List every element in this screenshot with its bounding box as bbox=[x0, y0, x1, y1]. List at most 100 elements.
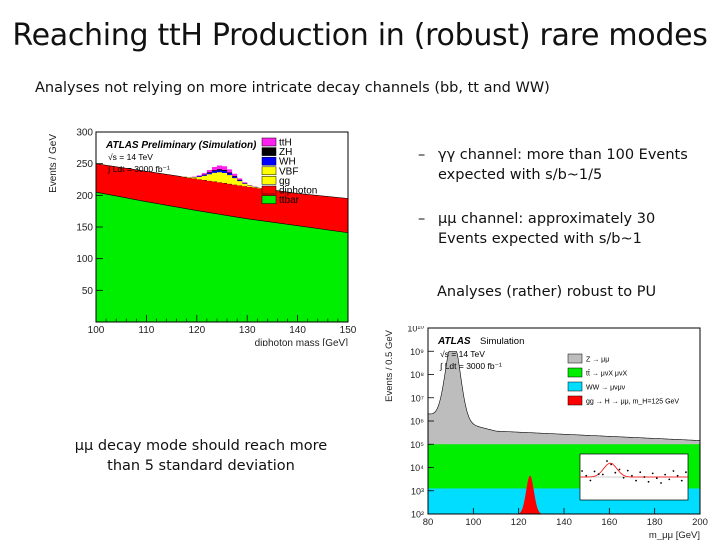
legend-entry: VBF bbox=[279, 166, 298, 177]
inset-data-point bbox=[655, 477, 658, 480]
inset-data-point bbox=[626, 469, 629, 472]
legend-swatch bbox=[567, 353, 583, 364]
x-tick-label: 140 bbox=[556, 517, 572, 528]
inset-data-point bbox=[601, 473, 604, 476]
legend-entry: tt̄ → μνX μνX bbox=[586, 370, 627, 378]
legend-swatch bbox=[567, 381, 583, 392]
y-tick-label: 10⁴ bbox=[410, 463, 424, 473]
mumu-bullet-line1: μμ channel: approximately 30 bbox=[438, 211, 656, 227]
y-tick-label: 10⁹ bbox=[410, 347, 424, 357]
dimuon-mass-chart: 80 100 120 140 160 180 200 10² 10³ 10⁴ 10⁵ 10⁶ 10⁷ 10… bbox=[384, 326, 708, 540]
legend-swatch bbox=[261, 176, 277, 185]
y-tick-label: 50 bbox=[82, 286, 94, 297]
y-axis-label: Events / GeV bbox=[48, 134, 59, 193]
mu-mu-bullet: – μμ channel: approximately 30 Events exp… bbox=[418, 209, 718, 249]
y-tick-label: 150 bbox=[76, 223, 93, 234]
mumu-bullet-line2: Events expected with s/b~1 bbox=[438, 231, 642, 247]
x-tick-label: 120 bbox=[511, 517, 527, 528]
x-tick-label: 160 bbox=[601, 517, 617, 528]
lumi-label: ∫ Ldt = 3000 fb⁻¹ bbox=[107, 164, 170, 174]
y-tick-label: 10⁷ bbox=[411, 393, 424, 403]
x-axis-label: diphoton mass [GeV] bbox=[255, 338, 349, 346]
x-tick-label: 100 bbox=[88, 325, 105, 336]
inset-data-point bbox=[622, 476, 625, 479]
y-tick-label: 200 bbox=[76, 191, 93, 202]
bullet-dash: – bbox=[418, 211, 426, 227]
diphoton-mass-chart: 100 110 120 130 140 150 50 100 150 200 250 300 dipho… bbox=[48, 128, 357, 347]
atlas-header: ATLAS bbox=[437, 336, 471, 347]
atlas-subheader: Simulation bbox=[480, 336, 524, 347]
legend-swatch bbox=[261, 185, 277, 195]
y-tick-label: 10⁵ bbox=[410, 440, 424, 450]
gamma-bullet-line1: γγ channel: more than 100 Events bbox=[438, 147, 688, 163]
inset-data-point bbox=[618, 468, 621, 471]
legend-entry: ttH bbox=[279, 138, 292, 149]
inset-data-point bbox=[610, 463, 613, 466]
inset-data-point bbox=[589, 479, 592, 482]
inset-data-point bbox=[685, 471, 687, 474]
y-tick-label: 250 bbox=[76, 159, 93, 170]
legend-entry: gg bbox=[279, 176, 290, 187]
inset-data-point bbox=[668, 478, 671, 481]
legend-entry: ttbar bbox=[279, 195, 300, 206]
legend-swatch bbox=[261, 137, 277, 147]
inset-data-point bbox=[639, 471, 642, 474]
y-tick-label: 10² bbox=[411, 510, 424, 520]
y-tick-label: 300 bbox=[76, 128, 93, 139]
mumu-decay-line2: than 5 standard deviation bbox=[107, 458, 295, 474]
inset-data-point bbox=[660, 482, 662, 484]
x-tick-label: 180 bbox=[647, 517, 663, 528]
inset-data-point bbox=[606, 460, 608, 462]
x-tick-label: 150 bbox=[340, 325, 357, 336]
slide-subtitle: Analyses not relying on more intricate d… bbox=[35, 80, 550, 96]
legend-swatch bbox=[567, 367, 583, 378]
legend-entry: ZH bbox=[279, 147, 292, 158]
inset-data-point bbox=[635, 479, 637, 482]
inset-data-point bbox=[664, 473, 667, 476]
x-tick-label: 120 bbox=[188, 325, 205, 336]
x-tick-label: 80 bbox=[423, 517, 434, 528]
higgs-signal-peak bbox=[514, 475, 546, 514]
inset-data-point bbox=[647, 480, 650, 483]
y-tick-label: 10⁸ bbox=[410, 370, 424, 380]
y-tick-label: 10⁶ bbox=[410, 417, 424, 427]
inset-data-point bbox=[597, 473, 600, 476]
inset-data-point bbox=[614, 471, 617, 474]
lumi-label: ∫ Ldt = 3000 fb⁻¹ bbox=[439, 361, 502, 371]
energy-label: √s = 14 TeV bbox=[108, 152, 153, 162]
bullet-dash: – bbox=[418, 147, 426, 163]
legend-entry: WH bbox=[279, 157, 296, 168]
x-tick-label: 200 bbox=[692, 517, 708, 528]
inset-data-point bbox=[585, 474, 588, 477]
y-tick-label: 100 bbox=[76, 254, 93, 265]
mumu-decay-note: μμ decay mode should reach more than 5 s… bbox=[66, 436, 336, 476]
legend-entry: WW → μνμν bbox=[586, 385, 626, 392]
legend-entry: diphoton bbox=[279, 186, 317, 197]
gamma-bullet-line2: expected with s/b~1/5 bbox=[438, 167, 603, 183]
y-tick-label: 10³ bbox=[411, 486, 424, 496]
legend-swatch bbox=[567, 395, 583, 406]
inset-data-point bbox=[581, 470, 583, 472]
legend-swatch bbox=[261, 195, 277, 204]
inset-data-point bbox=[676, 474, 679, 477]
legend-swatch bbox=[261, 147, 277, 156]
inset-data-point bbox=[643, 476, 646, 478]
y-axis-label: Events / 0.5 GeV bbox=[384, 329, 395, 401]
slide-title: Reaching ttH Production in (robust) rare… bbox=[12, 18, 708, 53]
inset-data-point bbox=[631, 474, 633, 477]
inset-data-point bbox=[593, 470, 596, 473]
atlas-header: ATLAS Preliminary (Simulation) bbox=[105, 140, 257, 151]
x-axis-label: m_μμ [GeV] bbox=[649, 530, 700, 540]
legend-entry: Z → μμ bbox=[586, 357, 609, 364]
x-tick-label: 100 bbox=[465, 517, 481, 528]
x-tick-label: 130 bbox=[239, 325, 256, 336]
legend-swatch bbox=[261, 156, 277, 166]
x-tick-label: 140 bbox=[289, 325, 306, 336]
legend-swatch bbox=[261, 166, 277, 176]
inset-data-point bbox=[672, 470, 675, 472]
energy-label: √s = 14 TeV bbox=[440, 349, 485, 359]
inset-data-point bbox=[680, 479, 683, 482]
signal-gg-layer bbox=[181, 173, 263, 189]
legend-entry: gg → H → μμ, m_H=125 GeV bbox=[586, 399, 679, 406]
gamma-gamma-bullet: – γγ channel: more than 100 Events expect… bbox=[418, 145, 718, 185]
